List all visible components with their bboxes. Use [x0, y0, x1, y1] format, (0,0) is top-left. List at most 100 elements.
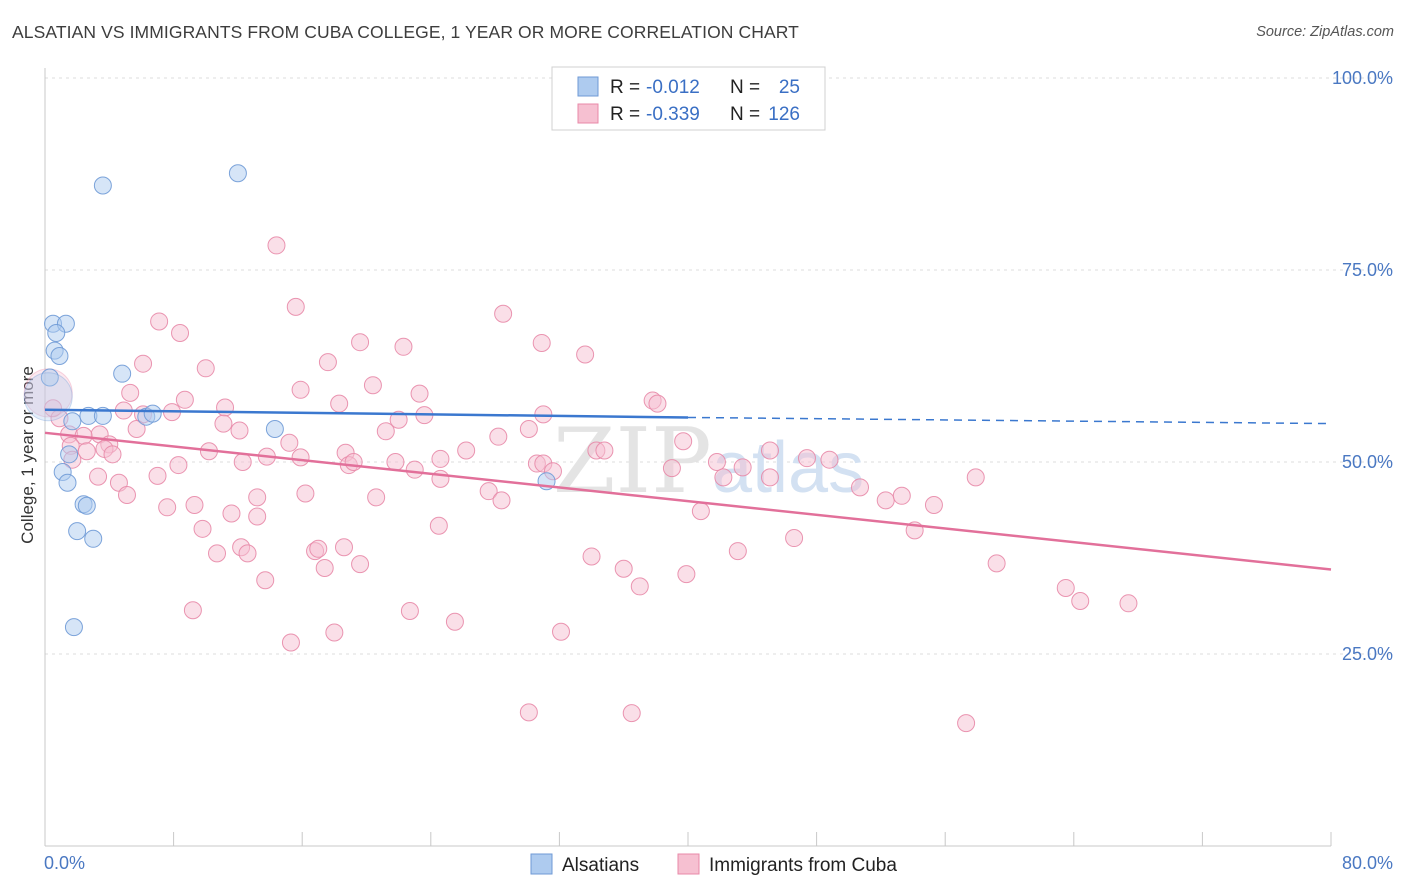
- data-point: [376, 422, 395, 441]
- y-tick-label: 25.0%: [1342, 644, 1393, 664]
- data-point: [150, 312, 169, 331]
- data-point: [344, 453, 363, 471]
- data-point: [966, 468, 985, 487]
- data-point: [532, 333, 551, 352]
- series-legend: Alsatians Immigrants from Cuba: [530, 853, 897, 876]
- data-point: [479, 482, 498, 501]
- gridlines: [45, 77, 1393, 655]
- data-point: [519, 419, 538, 438]
- data-point: [1056, 578, 1075, 597]
- data-point: [77, 496, 96, 515]
- data-point: [760, 441, 779, 460]
- bottom-legend-swatch-cuba: [677, 853, 700, 875]
- data-point: [924, 496, 943, 515]
- x-axis-ticks: [173, 832, 1332, 846]
- data-point: [405, 460, 424, 479]
- data-point: [267, 236, 286, 255]
- data-point: [196, 359, 215, 378]
- data-point: [248, 507, 267, 526]
- data-point: [445, 612, 464, 631]
- trend-lines: [44, 408, 1332, 571]
- data-point: [363, 376, 382, 395]
- data-point: [552, 622, 571, 641]
- series-immigrants-from-cuba: [23, 236, 1138, 733]
- data-point: [492, 491, 511, 510]
- y-tick-label: 50.0%: [1342, 452, 1393, 472]
- data-point: [576, 345, 595, 364]
- data-point: [89, 467, 108, 486]
- data-point: [614, 559, 633, 578]
- bottom-legend-alsatians: Alsatians: [562, 855, 639, 876]
- data-point: [674, 432, 693, 451]
- bottom-legend-swatch-alsatians: [530, 853, 553, 875]
- data-point: [351, 555, 370, 574]
- data-point: [280, 433, 299, 452]
- data-point: [957, 714, 976, 733]
- data-point: [169, 456, 188, 475]
- data-point: [134, 354, 153, 373]
- data-point: [113, 364, 132, 383]
- data-point: [760, 468, 779, 487]
- data-point: [148, 466, 167, 485]
- data-point: [410, 384, 429, 403]
- data-point: [309, 539, 328, 558]
- data-point: [820, 450, 839, 469]
- legend-r-value-1: -0.012: [646, 77, 700, 98]
- data-point: [1071, 592, 1090, 611]
- data-point: [630, 577, 649, 596]
- data-point: [47, 323, 66, 342]
- data-point: [183, 601, 202, 620]
- legend-r-label-2: R =: [610, 104, 640, 125]
- data-point: [582, 547, 601, 566]
- data-point: [291, 380, 310, 399]
- data-point: [256, 571, 275, 590]
- data-point: [677, 565, 696, 584]
- data-point: [248, 488, 267, 507]
- data-point: [315, 558, 334, 577]
- data-point: [851, 478, 870, 497]
- data-point: [193, 519, 212, 538]
- x-tick-label-max: 80.0%: [1342, 853, 1393, 873]
- data-point: [334, 538, 353, 557]
- data-point: [691, 502, 710, 521]
- data-point: [40, 368, 59, 387]
- data-point: [351, 333, 370, 352]
- data-point: [228, 164, 247, 183]
- y-tick-label: 75.0%: [1342, 260, 1393, 280]
- data-point: [281, 633, 300, 652]
- data-point: [127, 419, 146, 438]
- legend-swatch-blue: [577, 76, 599, 97]
- data-point: [175, 390, 194, 409]
- data-point: [876, 491, 895, 510]
- data-point: [892, 486, 911, 505]
- x-tick-label-min: 0.0%: [44, 853, 85, 873]
- correlation-legend: R = -0.012 N = 25 R = -0.339 N = 126: [551, 66, 826, 131]
- data-point: [143, 404, 162, 423]
- legend-n-value-2: 126: [768, 104, 800, 125]
- data-point: [662, 459, 681, 478]
- data-point: [1119, 594, 1138, 613]
- data-point: [64, 618, 83, 637]
- bottom-legend-cuba: Immigrants from Cuba: [709, 855, 897, 876]
- data-point: [431, 469, 450, 488]
- data-point: [400, 601, 419, 620]
- data-point: [216, 398, 235, 417]
- trend-line-blue: [44, 408, 689, 419]
- data-point: [58, 473, 77, 492]
- data-point: [238, 544, 257, 563]
- series-alsatians: [23, 164, 556, 637]
- trend-line-extension-blue: [687, 416, 1332, 425]
- y-axis-label: College, 1 year or more: [18, 366, 37, 544]
- data-point: [23, 372, 73, 422]
- data-point: [121, 383, 140, 402]
- trend-line-pink: [44, 431, 1332, 571]
- data-point: [185, 496, 204, 515]
- data-point: [318, 353, 337, 372]
- data-point: [286, 297, 305, 316]
- legend-n-label-2: N =: [730, 104, 760, 125]
- data-point: [648, 394, 667, 413]
- data-point: [84, 529, 103, 548]
- data-point: [494, 304, 513, 323]
- chart-title: ALSATIAN VS IMMIGRANTS FROM CUBA COLLEGE…: [12, 22, 799, 42]
